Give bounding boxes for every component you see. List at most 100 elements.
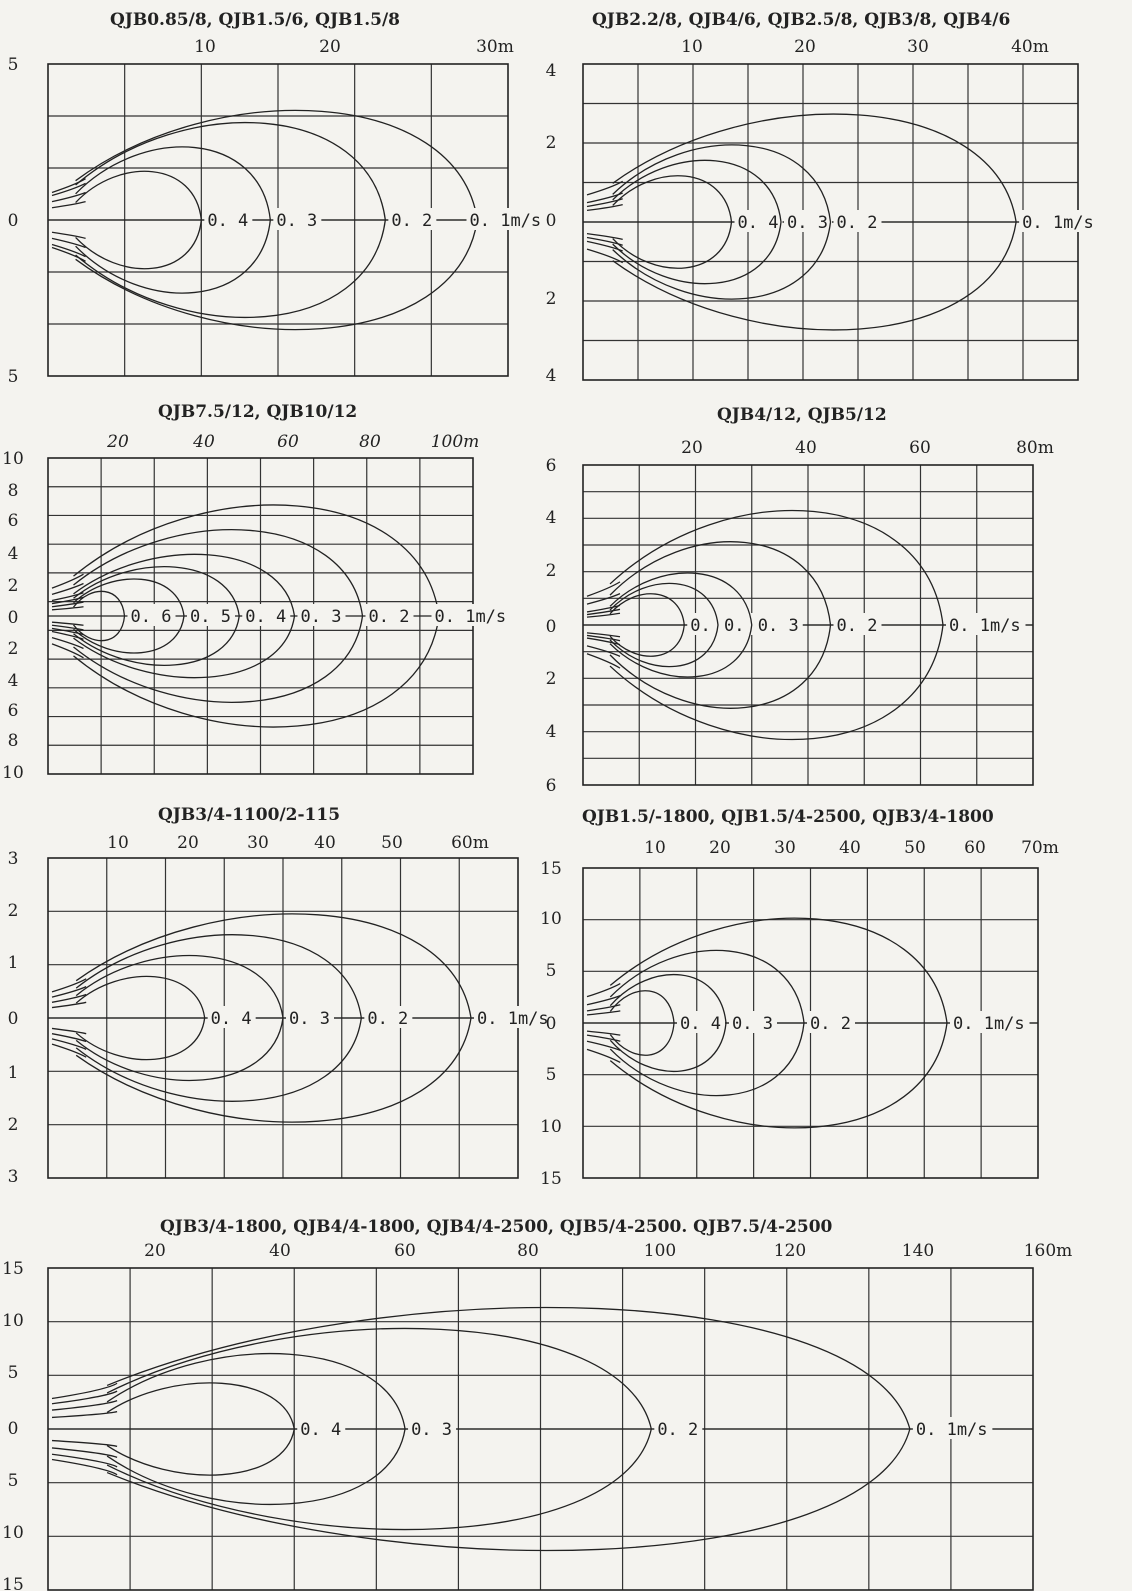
y-tick-label: 6 [8,511,19,531]
velocity-contour [609,593,685,657]
contour-lead [586,581,621,597]
x-tick-label: 80 [517,1241,539,1261]
chart-title: QJB3/4-1100/2-115 [158,805,340,825]
velocity-label-bg [466,208,546,230]
velocity-contour [609,990,675,1056]
y-tick-label: 3 [8,849,19,869]
contour-lead [586,645,621,657]
contour-lead [586,236,623,246]
y-tick-label: 8 [8,481,19,501]
y-tick-label: 2 [8,639,19,659]
velocity-label-bg [242,604,291,626]
y-tick-label: 0 [8,1009,19,1029]
contour-lead [51,231,86,239]
y-tick-label: 2 [8,901,19,921]
y-tick-label: 10 [2,449,24,469]
y-tick-label: 5 [546,961,557,981]
contour-lead [51,621,84,626]
velocity-label: 0. 3 [758,616,799,636]
velocity-label: 0. 4 [211,1009,252,1029]
x-tick-label: 80 [359,432,381,452]
velocity-contour [75,146,271,294]
y-tick-label: 2 [546,669,557,689]
x-tick-label: 20 [144,1241,166,1261]
y-tick-label: 10 [2,1523,24,1543]
velocity-contour [612,144,832,300]
velocity-contour [106,1382,295,1476]
y-tick-label: 4 [8,544,19,564]
velocity-contour [106,1352,406,1506]
velocity-contour [609,949,805,1097]
contour-lead [51,592,84,602]
velocity-contour [73,578,185,654]
contour-lead [51,1458,118,1476]
velocity-contour [106,1306,911,1552]
x-tick-label: 20 [794,37,816,57]
contour-lead [586,180,624,196]
contour-lead [51,1043,87,1058]
y-tick-label: 4 [8,671,19,691]
velocity-label-bg [207,1006,256,1028]
velocity-label: 0. 4 [245,607,286,627]
y-tick-label: 6 [546,456,557,476]
x-tick-label: 40 [839,838,861,858]
y-tick-label: 0 [8,1419,19,1439]
contour-lead [586,198,623,208]
contour-lead [51,201,86,209]
contour-lead [51,637,84,650]
velocity-label: 0. 4 [724,616,765,636]
velocity-label-bg [754,613,803,635]
x-tick-label: 70m [1021,838,1059,858]
contour-lead [586,1034,621,1042]
x-tick-label: 40 [314,833,336,853]
contour-lead [51,573,84,589]
y-tick-label: 15 [2,1259,24,1279]
chart-7: QJB3/4-1800, QJB4/4-1800, QJB4/4-2500, Q… [2,1217,1072,1591]
y-tick-label: 5 [8,55,19,75]
y-tick-label: 2 [546,289,557,309]
contour-lead [586,608,621,616]
velocity-label-bg [912,1417,993,1439]
velocity-label: 0. 2 [837,213,878,233]
contour-lead [586,192,623,204]
chart-title: QJB1.5/-1800, QJB1.5/4-2500, QJB3/4-1800 [582,807,994,827]
contour-lead [51,582,84,595]
contour-lead [51,1453,118,1468]
velocity-label: 0. 1m/s [949,616,1021,636]
y-tick-label: 5 [8,367,19,387]
contour-lead [586,1010,621,1016]
y-tick-label: 1 [8,953,19,973]
y-tick-label: 4 [546,722,557,742]
velocity-contour [75,913,472,1123]
velocity-label-bg [784,210,832,232]
x-tick-label: 40 [192,432,215,452]
contour-lead [51,1382,118,1400]
chart-6: QJB1.5/-1800, QJB1.5/4-2500, QJB3/4-1800… [540,807,1059,1189]
velocity-contour [73,566,240,666]
velocity-label: 0. 3 [787,213,828,233]
velocity-label-bg [273,208,322,230]
contour-lead [51,1399,118,1411]
velocity-label: 0. 2 [369,607,410,627]
x-tick-label: 60 [394,1241,416,1261]
chart-2: QJB2.2/8, QJB4/6, QJB2.5/8, QJB3/8, QJB4… [546,10,1099,386]
chart-title: QJB7.5/12, QJB10/12 [158,402,357,422]
x-tick-label: 30 [774,838,796,858]
velocity-label: 0. 2 [657,1420,698,1440]
velocity-label-bg [187,604,235,626]
y-tick-label: 5 [546,1065,557,1085]
chart-title: QJB4/12, QJB5/12 [717,405,887,425]
y-tick-label: 10 [2,1311,24,1331]
velocity-label: 0. 4 [680,1014,721,1034]
velocity-contour [75,975,206,1061]
x-tick-label: 60 [964,838,986,858]
velocity-label: 0. 1m/s [477,1009,549,1029]
x-tick-label: 100m [431,432,480,452]
x-tick-label: 140 [902,1241,934,1261]
velocity-label: 0. 3 [411,1420,452,1440]
y-tick-label: 4 [546,366,557,386]
x-tick-label: 40 [269,1241,291,1261]
y-tick-label: 2 [8,576,19,596]
y-tick-label: 10 [540,909,562,929]
velocity-label: 0. 2 [391,211,432,231]
